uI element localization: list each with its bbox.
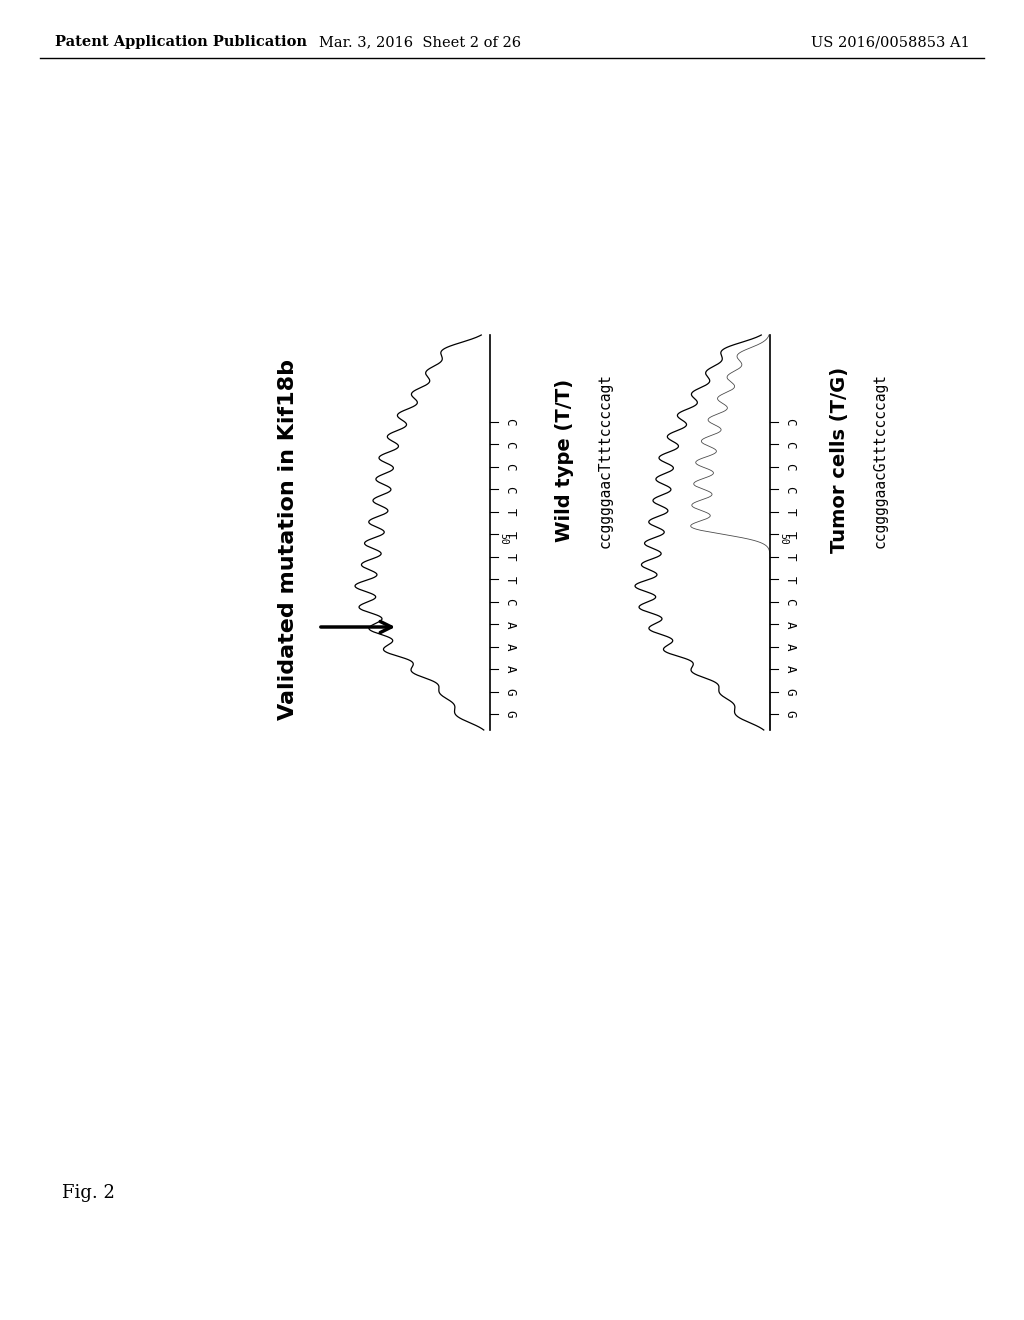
Text: Validated mutation in Kif18b: Validated mutation in Kif18b [278, 359, 298, 721]
Text: ccggggaacGtttccccagt: ccggggaacGtttccccagt [872, 372, 888, 548]
Text: C: C [783, 486, 797, 494]
Text: C: C [783, 463, 797, 471]
Text: G: G [783, 710, 797, 718]
Text: T: T [783, 508, 797, 516]
Text: T: T [504, 531, 516, 539]
Text: T: T [783, 576, 797, 583]
Text: C: C [504, 418, 516, 425]
Text: C: C [504, 486, 516, 494]
Text: A: A [783, 643, 797, 651]
Text: Mar. 3, 2016  Sheet 2 of 26: Mar. 3, 2016 Sheet 2 of 26 [318, 36, 521, 49]
Text: C: C [783, 441, 797, 447]
Text: 50: 50 [778, 533, 788, 545]
Text: G: G [783, 688, 797, 696]
Text: US 2016/0058853 A1: US 2016/0058853 A1 [811, 36, 970, 49]
Text: Fig. 2: Fig. 2 [62, 1184, 115, 1203]
Text: ccggggaacTtttccccagt: ccggggaacTtttccccagt [597, 372, 612, 548]
Text: A: A [783, 620, 797, 628]
Text: Patent Application Publication: Patent Application Publication [55, 36, 307, 49]
Text: C: C [504, 463, 516, 471]
Text: C: C [783, 418, 797, 425]
Text: Tumor cells (T/G): Tumor cells (T/G) [830, 367, 850, 553]
Text: A: A [504, 643, 516, 651]
Text: C: C [783, 598, 797, 606]
Text: T: T [783, 531, 797, 539]
Text: G: G [504, 688, 516, 696]
Text: C: C [504, 598, 516, 606]
Text: T: T [783, 553, 797, 561]
Text: T: T [504, 553, 516, 561]
Text: T: T [504, 576, 516, 583]
Text: A: A [504, 620, 516, 628]
Text: A: A [504, 665, 516, 673]
Text: G: G [504, 710, 516, 718]
Text: T: T [504, 508, 516, 516]
Text: C: C [504, 441, 516, 447]
Text: A: A [783, 665, 797, 673]
Text: 50: 50 [498, 533, 508, 545]
Text: Wild type (T/T): Wild type (T/T) [555, 379, 574, 541]
